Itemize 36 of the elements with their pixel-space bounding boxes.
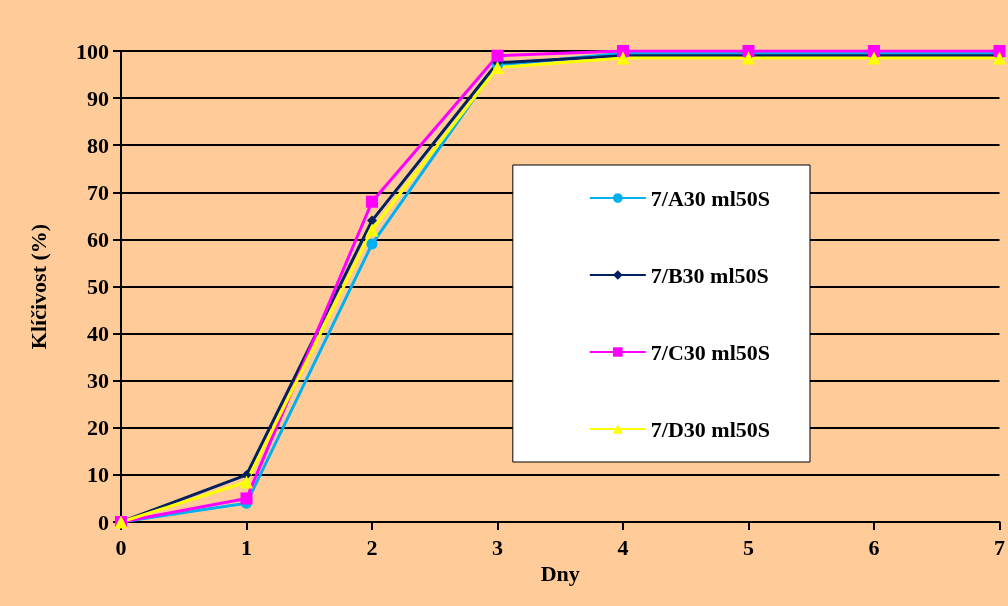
- x-tick-label: 3: [492, 534, 503, 560]
- legend-label: 7/B30 ml50S: [650, 262, 769, 288]
- y-tick-label: 30: [87, 368, 109, 394]
- point: [993, 51, 1006, 65]
- point: [742, 51, 755, 65]
- point: [240, 492, 253, 505]
- y-tick-label: 100: [76, 38, 109, 64]
- y-tick-label: 60: [87, 226, 109, 252]
- y-tick-label: 80: [87, 132, 109, 158]
- legend-label: 7/C30 ml50S: [650, 339, 771, 365]
- legend-label: 7/A30 ml50S: [650, 185, 771, 211]
- x-tick-label: 0: [115, 534, 127, 560]
- point: [367, 215, 377, 226]
- point: [366, 238, 378, 250]
- point: [491, 49, 504, 62]
- y-tick-label: 70: [87, 179, 109, 205]
- legend-label: 7/D30 ml50S: [650, 416, 771, 442]
- point: [867, 51, 881, 65]
- x-tick-label: 1: [241, 534, 252, 560]
- y-tick-label: 20: [87, 415, 109, 441]
- x-tick-label: 4: [617, 534, 629, 560]
- y-tick-label: 10: [87, 462, 109, 488]
- x-tick-label: 7: [994, 534, 1005, 560]
- x-axis-title: Dny: [540, 561, 580, 587]
- point: [616, 51, 630, 65]
- y-tick-label: 40: [87, 321, 109, 347]
- y-axis-title: Klíčivost (%): [25, 223, 51, 350]
- y-tick-label: 90: [87, 85, 109, 111]
- point: [365, 223, 379, 237]
- point: [240, 475, 253, 489]
- y-tick-label: 0: [98, 509, 109, 535]
- x-tick-label: 6: [868, 534, 880, 560]
- point: [366, 195, 378, 208]
- x-tick-label: 5: [743, 534, 754, 560]
- x-tick-label: 2: [366, 534, 378, 560]
- y-tick-label: 50: [87, 274, 109, 299]
